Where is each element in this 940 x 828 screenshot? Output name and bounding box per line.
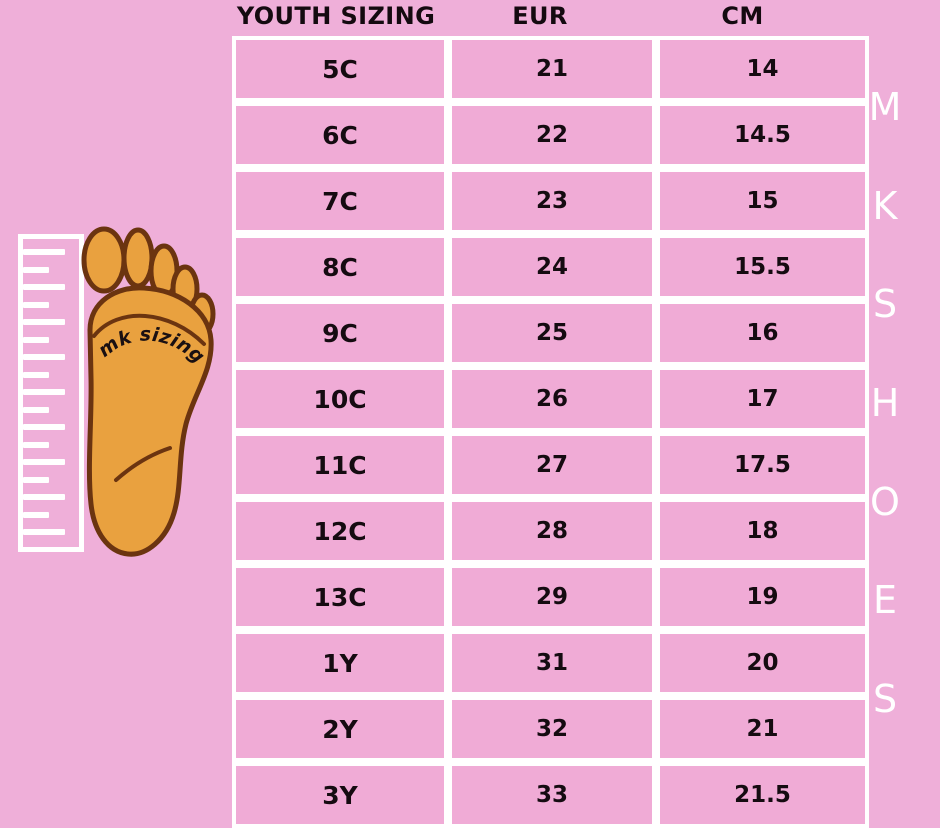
ruler-tick: [23, 459, 65, 465]
ruler-tick: [23, 371, 49, 378]
brand-vertical-mkshoes: M K S H O E S: [855, 88, 915, 718]
table-row: 11C 27 17.5: [232, 432, 869, 498]
table-row: 12C 28 18: [232, 498, 869, 564]
cell-cm: 17: [656, 366, 869, 432]
cell-cm: 20: [656, 630, 869, 696]
ruler-tick: [23, 249, 65, 255]
ruler-tick: [23, 529, 65, 535]
table-row: 9C 25 16: [232, 300, 869, 366]
ruler-tick: [23, 336, 49, 343]
cell-eur: 32: [448, 696, 656, 762]
cell-eur: 22: [448, 102, 656, 168]
cell-size: 6C: [232, 102, 448, 168]
brand-letter: K: [872, 183, 898, 228]
cell-cm: 16: [656, 300, 869, 366]
cell-size: 10C: [232, 366, 448, 432]
cell-eur: 23: [448, 168, 656, 234]
cell-eur: 24: [448, 234, 656, 300]
cell-size: 11C: [232, 432, 448, 498]
ruler-tick: [23, 284, 65, 290]
cell-cm: 14.5: [656, 102, 869, 168]
table-row: 1Y 31 20: [232, 630, 869, 696]
ruler-tick: [23, 354, 65, 360]
column-header-eur: EUR: [512, 2, 568, 30]
table-row: 6C 22 14.5: [232, 102, 869, 168]
brand-letter: M: [868, 85, 902, 129]
ruler-tick: [23, 494, 65, 500]
table-row: 3Y 33 21.5: [232, 762, 869, 828]
ruler-tick: [23, 511, 49, 518]
cell-cm: 18: [656, 498, 869, 564]
brand-letter: O: [870, 479, 900, 524]
cell-cm: 14: [656, 36, 869, 102]
ruler-graphic: [18, 234, 84, 552]
cell-eur: 28: [448, 498, 656, 564]
cell-cm: 21.5: [656, 762, 869, 828]
ruler-tick: [23, 424, 65, 430]
foot-measurement-illustration: mk sizing: [0, 200, 232, 580]
cell-size: 7C: [232, 168, 448, 234]
cell-size: 13C: [232, 564, 448, 630]
brand-letter: E: [872, 578, 897, 623]
cell-eur: 21: [448, 36, 656, 102]
ruler-tick: [23, 441, 49, 448]
cell-eur: 31: [448, 630, 656, 696]
cell-size: 5C: [232, 36, 448, 102]
size-chart-page: mk sizing YOUTH SIZING EUR CM 5C 21 14 6C 22…: [0, 2, 915, 828]
table-row: 10C 26 17: [232, 366, 869, 432]
ruler-tick: [23, 301, 49, 308]
cell-size: 2Y: [232, 696, 448, 762]
cell-cm: 21: [656, 696, 869, 762]
cell-eur: 27: [448, 432, 656, 498]
cell-eur: 26: [448, 366, 656, 432]
ruler-tick: [23, 389, 65, 395]
column-header-youth-sizing: YOUTH SIZING: [236, 2, 436, 30]
cell-eur: 33: [448, 762, 656, 828]
table-row: 13C 29 19: [232, 564, 869, 630]
brand-letter: S: [872, 676, 898, 721]
cell-size: 3Y: [232, 762, 448, 828]
ruler-tick: [23, 406, 49, 413]
table-row: 2Y 32 21: [232, 696, 869, 762]
cell-eur: 25: [448, 300, 656, 366]
table-row: 7C 23 15: [232, 168, 869, 234]
cell-cm: 19: [656, 564, 869, 630]
brand-letter: S: [872, 282, 898, 327]
footprint-graphic: mk sizing: [78, 218, 218, 563]
cell-size: 8C: [232, 234, 448, 300]
column-header-cm: CM: [721, 2, 764, 30]
cell-size: 12C: [232, 498, 448, 564]
table-row: 8C 24 15.5: [232, 234, 869, 300]
ruler-tick: [23, 319, 65, 325]
table-row: 5C 21 14: [232, 36, 869, 102]
size-chart-table-body: 5C 21 14 6C 22 14.5 7C 23 15 8C 24 15.5 9C 25 16 10C 26 1…: [232, 36, 869, 828]
brand-letter: H: [870, 380, 900, 425]
cell-cm: 15: [656, 168, 869, 234]
cell-eur: 29: [448, 564, 656, 630]
cell-size: 1Y: [232, 630, 448, 696]
size-chart-table: 5C 21 14 6C 22 14.5 7C 23 15 8C 24 15.5 9C 25 16 10C 26 1…: [232, 36, 869, 828]
ruler-tick: [23, 476, 49, 483]
cell-size: 9C: [232, 300, 448, 366]
ruler-tick: [23, 266, 49, 273]
cell-cm: 15.5: [656, 234, 869, 300]
cell-cm: 17.5: [656, 432, 869, 498]
